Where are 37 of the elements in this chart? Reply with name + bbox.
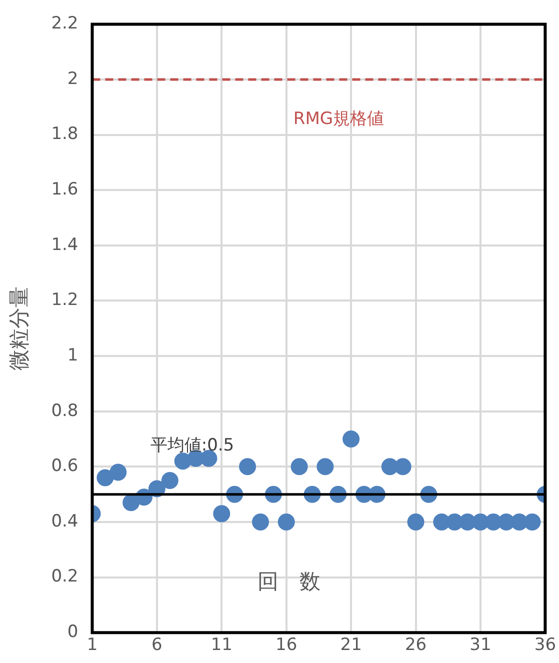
point xyxy=(342,430,360,448)
point xyxy=(213,505,230,522)
point xyxy=(290,458,308,476)
y-tick-label: 0.8 xyxy=(51,400,78,421)
point xyxy=(524,513,541,530)
point xyxy=(394,458,412,476)
x-axis-title: 回 数 xyxy=(258,569,321,594)
y-axis-title: 微粒分量 xyxy=(7,286,32,370)
x-tick-label: 6 xyxy=(152,635,162,656)
point xyxy=(316,458,334,476)
point xyxy=(252,513,269,530)
point xyxy=(239,458,256,476)
x-tick-label: 36 xyxy=(534,635,556,656)
y-tick-label: 0.2 xyxy=(51,566,78,587)
y-tick-label: 1.6 xyxy=(51,180,78,200)
y-tick-label: 1.8 xyxy=(51,124,78,144)
point xyxy=(110,464,127,481)
x-tick-label: 26 xyxy=(404,635,427,656)
y-tick-label: 2 xyxy=(67,68,78,89)
y-tick-label: 0.6 xyxy=(51,456,78,476)
y-tick-label: 2.2 xyxy=(51,14,78,34)
y-tick-label: 1 xyxy=(67,345,78,366)
point xyxy=(96,469,114,486)
ref-line-label: RMG規格値 xyxy=(293,108,384,129)
y-tick-label: 1.4 xyxy=(51,234,78,255)
y-tick-label: 0.4 xyxy=(51,511,78,532)
x-tick-label: 11 xyxy=(210,635,232,656)
point xyxy=(407,513,424,530)
x-tick-label: 16 xyxy=(276,635,298,656)
point xyxy=(161,472,178,489)
ref-line-label: 平均値:0.5 xyxy=(150,436,234,456)
x-tick-label: 31 xyxy=(470,635,492,656)
x-tick-label: 21 xyxy=(340,635,362,656)
y-tick-label: 1.2 xyxy=(51,290,78,310)
point xyxy=(278,513,295,530)
y-tick-label: 0 xyxy=(67,622,78,642)
x-tick-label: 1 xyxy=(86,635,98,656)
